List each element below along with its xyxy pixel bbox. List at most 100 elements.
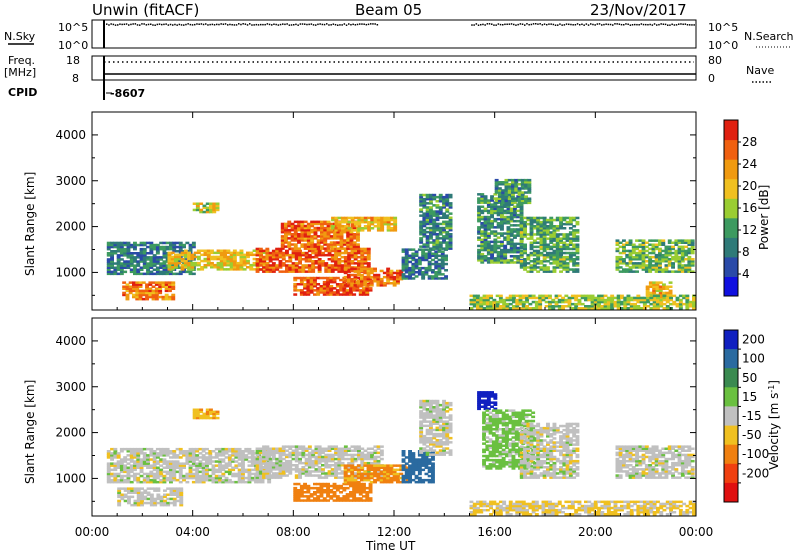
echo-cell	[140, 497, 144, 501]
echo-cell	[258, 255, 263, 259]
echo-cell	[425, 220, 430, 224]
echo-cell	[352, 243, 357, 246]
echo-cell	[306, 285, 311, 288]
echo-cell	[635, 264, 639, 267]
echo-cell	[317, 461, 322, 465]
echo-cell	[421, 275, 426, 278]
echo-cell	[321, 253, 325, 257]
echo-cell	[221, 452, 226, 455]
echo-cell	[142, 478, 147, 482]
echo-cell	[327, 455, 332, 459]
echo-cell	[486, 236, 491, 239]
echo-cell	[538, 294, 543, 298]
echo-cell	[169, 470, 173, 474]
echo-cell	[337, 466, 342, 469]
echo-cell	[516, 234, 521, 237]
nsky-dot	[583, 24, 585, 26]
echo-cell	[577, 300, 582, 304]
echo-cell	[347, 251, 352, 255]
echo-cell	[320, 226, 324, 230]
echo-cell	[525, 298, 529, 302]
echo-cell	[572, 229, 577, 232]
echo-cell	[517, 178, 522, 182]
echo-cell	[435, 222, 440, 226]
colorbar-swatch	[724, 178, 738, 199]
echo-cell	[509, 232, 514, 235]
echo-cell	[362, 291, 366, 294]
echo-cell	[250, 478, 255, 482]
echo-cell	[136, 264, 141, 267]
echo-cell	[320, 222, 324, 226]
echo-cell	[631, 247, 636, 251]
echo-cell	[294, 255, 299, 259]
echo-cell	[322, 293, 327, 296]
echo-cell	[136, 254, 141, 257]
echo-cell	[255, 249, 260, 252]
echo-cell	[628, 260, 633, 263]
echo-cell	[504, 181, 509, 184]
echo-cell	[271, 461, 276, 465]
echo-cell	[265, 468, 270, 471]
echo-cell	[306, 228, 311, 232]
echo-cell	[119, 270, 124, 274]
echo-cell	[417, 269, 422, 272]
echo-cell	[313, 293, 317, 296]
echo-cell	[212, 206, 217, 210]
echo-cell	[326, 224, 331, 228]
echo-cell	[486, 199, 491, 202]
echo-cell	[677, 258, 682, 261]
echo-cell	[575, 249, 580, 253]
echo-cell	[213, 255, 218, 259]
echo-cell	[123, 266, 128, 269]
echo-cell	[520, 183, 525, 186]
echo-cell	[480, 197, 485, 200]
echo-cell	[661, 258, 666, 261]
echo-cell	[236, 251, 241, 255]
echo-cell	[151, 293, 156, 297]
echo-cell	[314, 249, 319, 253]
echo-cell	[300, 237, 305, 240]
echo-cell	[590, 298, 595, 302]
echo-cell	[165, 466, 170, 469]
echo-cell	[507, 187, 512, 190]
echo-cell	[265, 264, 270, 267]
echo-cell	[159, 241, 164, 245]
echo-cell	[618, 270, 623, 273]
echo-cell	[477, 215, 481, 219]
echo-cell	[661, 270, 666, 273]
echo-cell	[281, 453, 286, 457]
echo-cell	[524, 195, 528, 198]
echo-cell	[685, 302, 690, 306]
echo-cell	[642, 305, 647, 308]
echo-cell	[438, 193, 443, 197]
echo-cell	[503, 209, 508, 213]
echo-cell	[280, 226, 285, 230]
echo-cell	[427, 277, 432, 280]
echo-cell	[516, 224, 521, 227]
echo-cell	[352, 293, 357, 296]
nsky-dot	[128, 24, 130, 26]
echo-cell	[432, 193, 437, 197]
echo-cell	[271, 468, 276, 471]
echo-cell	[110, 472, 114, 476]
echo-cell	[662, 307, 667, 310]
echo-cell	[477, 217, 481, 221]
echo-cell	[293, 228, 298, 232]
echo-cell	[477, 226, 481, 229]
echo-cell	[337, 253, 342, 257]
echo-cell	[555, 218, 560, 222]
echo-cell	[638, 264, 643, 267]
echo-cell	[268, 447, 273, 450]
echo-cell	[162, 470, 167, 474]
echo-cell	[546, 225, 550, 228]
echo-cell	[119, 266, 124, 269]
echo-cell	[513, 234, 517, 237]
echo-cell	[336, 233, 341, 236]
echo-cell	[603, 305, 608, 308]
echo-cell	[294, 457, 299, 461]
nsky-dot	[114, 24, 117, 26]
beam-title: Beam 05	[355, 1, 422, 19]
echo-cell	[172, 243, 177, 247]
echo-cell	[509, 203, 514, 206]
nsky-dot	[343, 23, 346, 25]
